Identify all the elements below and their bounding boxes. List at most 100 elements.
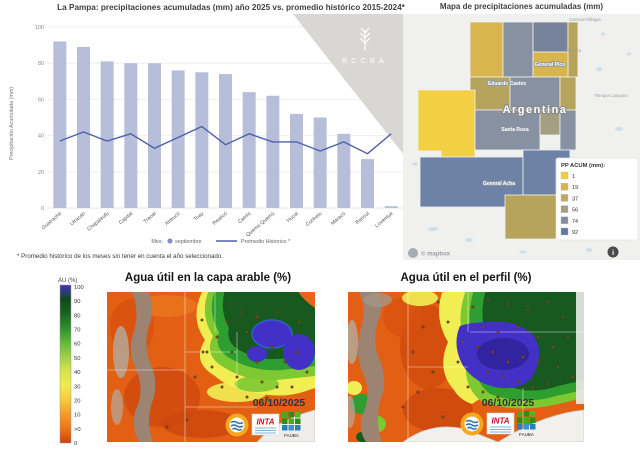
province-borders xyxy=(407,292,584,442)
precipitation-map-panel: Mapa de precipitaciones acumuladas (mm) xyxy=(403,0,640,260)
y-tick: 80 xyxy=(38,61,44,67)
scale-tick: 70 xyxy=(74,328,80,334)
x-tick: Utracán xyxy=(69,211,87,227)
mapbox-attribution[interactable]: © mapbox xyxy=(421,251,451,258)
chart-title: La Pampa: precipitaciones acumuladas (mm… xyxy=(57,3,405,12)
scale-gradient-bar xyxy=(59,284,72,444)
country-label: Argentina xyxy=(503,104,568,116)
precipitation-bar-chart-panel: La Pampa: precipitaciones acumuladas (mm… xyxy=(0,0,412,268)
scale-tick: 50 xyxy=(74,356,80,362)
scale-tick: 0 xyxy=(74,441,77,447)
scale-tick: 20 xyxy=(74,398,80,404)
choropleth-map[interactable]: General Pico Eduardo Castex Santa Rosa G… xyxy=(403,14,640,260)
scale-tick: 80 xyxy=(74,313,80,319)
y-tick: 60 xyxy=(38,97,44,103)
place-label: General Villegas xyxy=(569,17,600,22)
chart-legend: Mes: septiembre Promedio Historico * xyxy=(151,238,291,245)
station-dots xyxy=(165,302,309,429)
bar-series xyxy=(53,41,398,209)
x-tick: Catriló xyxy=(237,211,252,225)
legend-swatch xyxy=(560,205,569,213)
scale-tick: 100 xyxy=(74,285,84,291)
place-label: América xyxy=(565,48,581,53)
bar[interactable] xyxy=(148,63,161,209)
dept[interactable] xyxy=(469,21,504,78)
map-legend-title: PP ACUM (mm): xyxy=(561,163,605,169)
dept[interactable] xyxy=(417,89,476,158)
soil-map-right-title: Agua útil en el perfil (%) xyxy=(400,272,532,284)
map-legend: PP ACUM (mm): 1 19 37 56 74 92 xyxy=(555,157,639,241)
x-tick: Toay xyxy=(193,211,206,223)
bar[interactable] xyxy=(195,72,209,208)
legend-value: 92 xyxy=(572,230,578,236)
scale-ticks: 100 90 80 70 60 50 40 30 20 10 >0 0 xyxy=(74,285,84,447)
legend-swatch xyxy=(560,227,569,236)
x-tick: Trenel xyxy=(143,211,158,225)
bar[interactable] xyxy=(219,74,232,208)
x-tick: Realicó xyxy=(212,211,229,227)
departments xyxy=(417,21,579,240)
legend-swatch xyxy=(560,182,569,191)
dept[interactable] xyxy=(559,109,577,151)
y-tick: 20 xyxy=(38,170,44,176)
scale-tick: 90 xyxy=(74,299,80,305)
map-date: 06/10/2025 xyxy=(482,397,535,409)
province-borders xyxy=(107,292,257,442)
legend-bar-swatch xyxy=(167,238,173,244)
scale-tick: >0 xyxy=(74,427,81,433)
x-tick: Loventué xyxy=(374,211,394,229)
y-tick: 0 xyxy=(41,206,44,212)
scale-tick: 40 xyxy=(74,370,80,376)
map-title: Mapa de precipitaciones acumuladas (mm) xyxy=(439,2,604,11)
info-button[interactable]: i xyxy=(607,246,619,258)
y-tick: 100 xyxy=(35,25,44,31)
au-color-scale: AU (%) 100 90 80 70 60 50 40 30 20 10 >0 0 xyxy=(58,278,84,447)
dept[interactable] xyxy=(532,21,569,53)
dept[interactable] xyxy=(474,109,541,151)
scale-tick: 30 xyxy=(74,384,80,390)
logos xyxy=(459,410,537,438)
bar[interactable] xyxy=(53,41,67,209)
bar[interactable] xyxy=(290,113,303,208)
soil-map-perfil: 06/10/2025 xyxy=(348,292,584,442)
x-tick: Maracó xyxy=(330,211,347,227)
legend-value: 56 xyxy=(572,208,578,214)
logos xyxy=(224,411,302,439)
bar[interactable] xyxy=(124,63,138,209)
chart-footnote: * Promedio histórico de los meses sin te… xyxy=(17,253,223,260)
legend-swatch xyxy=(560,171,569,180)
map-attribution[interactable]: © mapbox xyxy=(408,248,451,258)
dept[interactable] xyxy=(532,51,569,78)
bar[interactable] xyxy=(171,70,185,208)
x-tick: Hucal xyxy=(286,211,300,224)
legend-mes-label: Mes: xyxy=(151,239,163,245)
legend-swatch xyxy=(560,216,569,225)
legend-value: 74 xyxy=(572,219,578,225)
city-label: General Pico xyxy=(535,62,566,68)
city-label: Eduardo Castex xyxy=(488,81,526,87)
x-tick: Guatraché xyxy=(41,211,64,231)
x-tick: Rancul xyxy=(355,211,371,226)
y-axis-label: Precipitación Acumulada (mm) xyxy=(9,87,15,160)
legend-swatch xyxy=(560,194,569,202)
map-date: 06/10/2025 xyxy=(253,397,306,409)
bar[interactable] xyxy=(361,159,374,208)
bar[interactable] xyxy=(100,61,114,208)
bar[interactable] xyxy=(313,117,327,209)
dept[interactable] xyxy=(502,21,534,78)
mapbox-icon[interactable] xyxy=(408,248,418,258)
legend-bar-label: septiembre xyxy=(175,239,202,245)
bar[interactable] xyxy=(384,206,398,208)
bar-chart: La Pampa: precipitaciones acumuladas (mm… xyxy=(9,3,408,260)
bar[interactable] xyxy=(266,95,280,208)
line-series xyxy=(59,125,392,155)
x-tick: Atreucó xyxy=(164,211,182,227)
bar[interactable] xyxy=(337,133,351,208)
watermark-text: BCCBA xyxy=(342,56,388,65)
bar[interactable] xyxy=(77,46,90,208)
scale-title: AU (%) xyxy=(58,278,77,284)
city-label: Santa Rosa xyxy=(501,127,528,133)
bar[interactable] xyxy=(242,92,256,208)
station-dots xyxy=(401,298,575,419)
